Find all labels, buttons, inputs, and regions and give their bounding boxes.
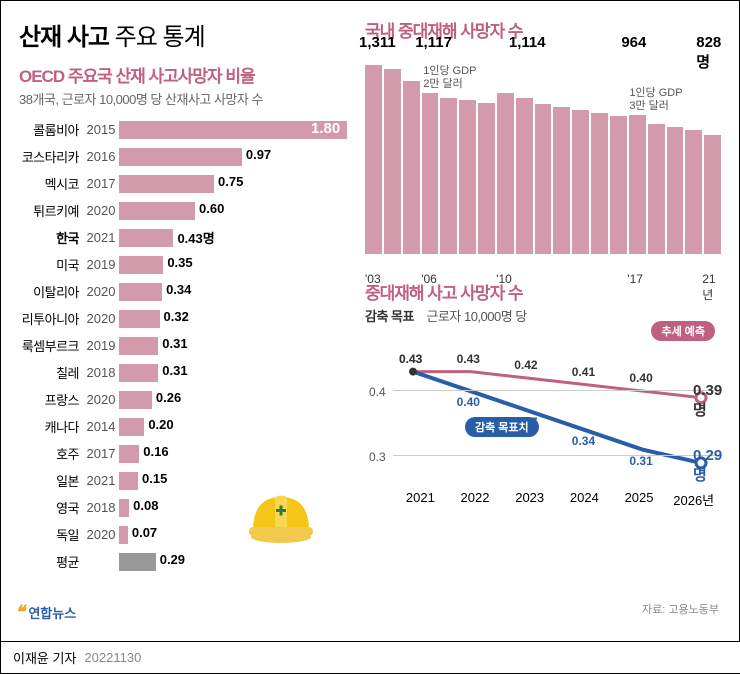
credit-line: 이재윤 기자20221130	[1, 641, 740, 673]
target-y-tick: 0.3	[369, 450, 386, 464]
target-x-label: 2025	[612, 490, 667, 509]
oecd-bar-row: 칠레20180.31	[19, 359, 345, 386]
target-value-label: 0.41	[572, 365, 595, 379]
domestic-x-label: '17	[627, 272, 643, 286]
domestic-bar	[459, 100, 476, 254]
domestic-value-callout: 1,311	[359, 34, 396, 63]
target-value-label: 0.31	[629, 454, 652, 468]
domestic-bar	[478, 103, 495, 255]
oecd-bar-row: 호주20170.16	[19, 440, 345, 467]
oecd-bar-row: 한국20210.43명	[19, 224, 345, 251]
oecd-chart-title: OECD 주요국 산재 사고사망자 비율	[19, 62, 345, 87]
domestic-bar	[422, 93, 439, 254]
oecd-bar-row: 리투아니아20200.32	[19, 305, 345, 332]
domestic-bar	[535, 104, 552, 254]
oecd-bar-row: 미국20190.35	[19, 251, 345, 278]
target-value-label: 0.42	[514, 358, 537, 372]
domestic-value-callout: 1,114	[509, 34, 546, 96]
target-value-label: 0.29명	[693, 447, 722, 485]
target-value-label: 0.40	[457, 395, 480, 409]
domestic-bar	[365, 65, 382, 254]
target-value-label: 0.40	[629, 371, 652, 385]
target-value-label: 0.34	[572, 434, 595, 448]
domestic-bar	[610, 116, 627, 255]
domestic-bar-chart: '03'06'10'1721년 1,3111,1171,114964828명 1…	[365, 52, 721, 272]
domestic-bar	[572, 110, 589, 254]
domestic-bar	[553, 107, 570, 254]
domestic-x-label: '06	[421, 272, 437, 286]
oecd-bar-row: 이탈리아20200.34	[19, 278, 345, 305]
target-chart-title: 중대재해 사고 사망자 수	[365, 279, 721, 304]
oecd-bar-row: 코스타리카20160.97	[19, 143, 345, 170]
domestic-bar	[516, 98, 533, 254]
target-value-label: 0.43	[399, 352, 422, 366]
domestic-gdp-note: 1인당 GDP3만 달러	[629, 87, 682, 113]
trend-forecast-badge: 추세 예측	[651, 321, 715, 341]
domestic-bar	[667, 127, 684, 254]
domestic-bar	[440, 98, 457, 254]
oecd-bar-row: 룩셈부르크20190.31	[19, 332, 345, 359]
target-goal-badge: 감축 목표치	[465, 417, 539, 437]
target-x-label: 2021	[393, 490, 448, 509]
target-x-label: 2024	[557, 490, 612, 509]
domestic-x-label: '03	[365, 272, 381, 286]
domestic-bar	[648, 124, 665, 254]
domestic-x-label: 21년	[702, 272, 721, 303]
domestic-gdp-note: 1인당 GDP2만 달러	[423, 65, 476, 91]
oecd-bar-row: 프랑스20200.26	[19, 386, 345, 413]
domestic-bar	[384, 69, 401, 254]
target-x-label: 2026년	[666, 490, 721, 509]
helmet-icon	[241, 479, 321, 549]
oecd-chart-subtitle: 38개국, 근로자 10,000명 당 산재사고 사망자 수	[19, 89, 345, 108]
domestic-bar	[685, 130, 702, 254]
target-line-chart: 0.3 0.4 202120222023202420252026년 0.43 0.4…	[365, 329, 721, 509]
oecd-bar-row: 캐나다20140.20	[19, 413, 345, 440]
domestic-bar	[403, 81, 420, 254]
yonhap-logo: ❝ 연합뉴스	[15, 602, 76, 623]
oecd-bar-row: 멕시코20170.75	[19, 170, 345, 197]
page-title: 산재 사고 주요 통계	[19, 17, 345, 52]
domestic-x-label: '10	[496, 272, 512, 286]
oecd-bar-row: 콜롬비아20151.80	[19, 116, 345, 143]
target-value-label: 0.43	[457, 352, 480, 366]
oecd-bar-row: 평균0.29	[19, 548, 345, 575]
target-x-label: 2022	[448, 490, 503, 509]
target-value-label: 0.39명	[693, 382, 722, 420]
oecd-bar-row: 튀르키예20200.60	[19, 197, 345, 224]
domestic-bar	[629, 115, 646, 254]
target-x-label: 2023	[502, 490, 557, 509]
domestic-bar	[591, 113, 608, 254]
domestic-bar	[497, 93, 514, 254]
data-source: 자료: 고용노동부	[642, 601, 719, 617]
target-y-tick: 0.4	[369, 385, 386, 399]
domestic-value-callout: 828명	[696, 34, 721, 133]
domestic-bar	[704, 135, 721, 254]
